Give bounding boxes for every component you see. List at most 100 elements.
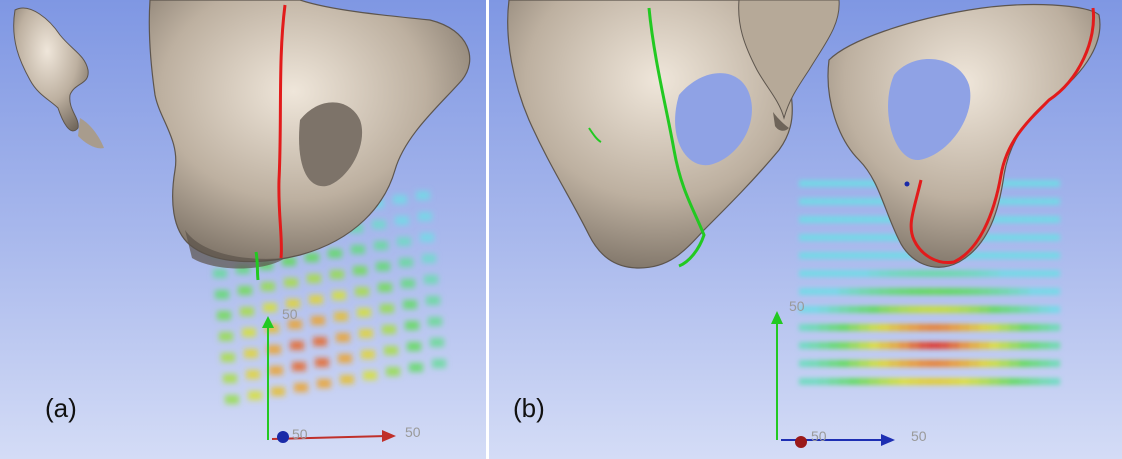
heatmap-cell [939, 360, 950, 367]
heatmap-cell [1009, 306, 1020, 313]
heatmap-cell [1029, 342, 1040, 349]
heatmap-cell [261, 282, 275, 291]
right-foramen [888, 58, 971, 161]
heatmap-cell [879, 306, 890, 313]
heatmap-cell [839, 270, 850, 277]
heatmap-cell [959, 360, 970, 367]
heatmap-cell [869, 234, 880, 241]
heatmap-cell [949, 324, 960, 331]
heatmap-cell [879, 288, 890, 295]
heatmap-cell [1019, 288, 1030, 295]
heatmap-cell [859, 216, 870, 223]
heatmap-cell [1039, 216, 1050, 223]
heatmap-cell [979, 342, 990, 349]
heatmap-cell [315, 358, 329, 367]
heatmap-cell [378, 283, 392, 292]
y-axis-arrow [771, 311, 783, 324]
heatmap-cell [919, 306, 930, 313]
heatmap-cell [849, 360, 860, 367]
heatmap-cell [1009, 216, 1020, 223]
heatmap-cell [929, 342, 940, 349]
heatmap-cell [869, 360, 880, 367]
heatmap-cell [889, 270, 900, 277]
heatmap-cell [819, 270, 830, 277]
heatmap-cell [879, 234, 890, 241]
heatmap-cell [418, 212, 432, 221]
heatmap-cell [1039, 306, 1050, 313]
heatmap-cell [819, 234, 830, 241]
heatmap-cell [889, 378, 900, 385]
heatmap-cell [879, 342, 890, 349]
heatmap-cell [1019, 216, 1030, 223]
heatmap-cell [382, 325, 396, 334]
heatmap-cell [1039, 378, 1050, 385]
heatmap-cell [809, 234, 820, 241]
heatmap-cell [829, 270, 840, 277]
heatmap-cell [799, 342, 810, 349]
heatmap-cell [1019, 306, 1030, 313]
bone-shadow [185, 230, 285, 269]
heatmap-cell [1019, 378, 1030, 385]
heatmap-cell [1019, 180, 1030, 187]
heatmap-cell [223, 374, 237, 383]
heatmap-cell [1029, 180, 1040, 187]
heatmap-cell [393, 195, 407, 204]
heatmap-cell [395, 216, 409, 225]
heatmap-cell [849, 306, 860, 313]
heatmap-cell [401, 279, 415, 288]
heatmap-cell [959, 324, 970, 331]
heatmap-cell [859, 198, 870, 205]
heatmap-cell [909, 360, 920, 367]
heatmap-cell [959, 306, 970, 313]
heatmap-cell [1029, 234, 1040, 241]
origin-marker [277, 431, 289, 443]
heatmap-cell [949, 360, 960, 367]
heatmap-cell [869, 342, 880, 349]
heatmap-cell [1019, 198, 1030, 205]
heatmap-cell [959, 342, 970, 349]
heatmap-cell [909, 378, 920, 385]
panel-a: (a) 50 50 50 [0, 0, 486, 459]
heatmap-cell [372, 220, 386, 229]
heatmap-cell [859, 180, 870, 187]
heatmap-cell [849, 216, 860, 223]
heatmap-cell [809, 360, 820, 367]
heatmap-cell [999, 252, 1010, 259]
heatmap-cell [1009, 342, 1020, 349]
heatmap-cell [859, 270, 870, 277]
heatmap-cell [879, 360, 890, 367]
heatmap-cell [1009, 180, 1020, 187]
heatmap-cell [351, 245, 365, 254]
cut-line-red [909, 7, 1096, 265]
cut-line-green [254, 251, 260, 281]
heatmap-cell [889, 252, 900, 259]
heatmap-cell [286, 299, 300, 308]
heatmap-cell [929, 378, 940, 385]
heatmap-cell [889, 306, 900, 313]
heatmap-cell [819, 252, 830, 259]
bone-fragment-tip [78, 118, 104, 149]
heatmap-cell [248, 391, 262, 400]
heatmap-cell [799, 234, 810, 241]
heatmap-cell [859, 288, 870, 295]
heatmap-cell [313, 337, 327, 346]
heatmap-cell [849, 270, 860, 277]
heatmap-cell [290, 341, 304, 350]
heatmap-cell [307, 274, 321, 283]
heatmap-cell [1019, 360, 1030, 367]
heatmap-cell [238, 286, 252, 295]
heatmap-cell [839, 360, 850, 367]
panel-b-scene [489, 0, 1122, 459]
heatmap-cell [361, 350, 375, 359]
heatmap-cell [359, 329, 373, 338]
heatmap-cell [292, 362, 306, 371]
heatmap-cell [869, 180, 880, 187]
heatmap-cell [839, 324, 850, 331]
heatmap-cell [1019, 342, 1030, 349]
heatmap-cell [949, 306, 960, 313]
heatmap-cell [267, 345, 281, 354]
heatmap-cell [1019, 270, 1030, 277]
heatmap-cell [909, 288, 920, 295]
heatmap-cell [282, 257, 296, 266]
